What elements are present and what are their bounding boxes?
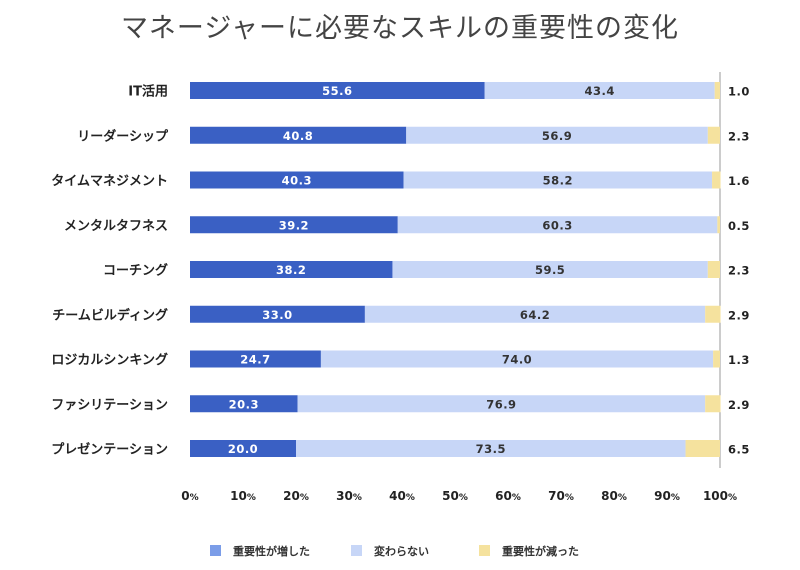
- legend-label: 重要性が増した: [233, 544, 310, 558]
- bar-segment: [190, 126, 407, 144]
- category-label: メンタルタフネス: [64, 219, 168, 234]
- bar-segment: [705, 305, 721, 323]
- legend-swatch: [351, 545, 362, 556]
- x-tick-label: 0%: [181, 489, 198, 503]
- data-label: 40.8: [283, 129, 313, 143]
- x-tick-label: 10%: [230, 489, 256, 503]
- legend-label: 重要性が減った: [502, 544, 579, 558]
- data-label: 1.0: [728, 85, 750, 99]
- data-label: 0.5: [728, 219, 750, 233]
- bar-segment: [364, 305, 706, 323]
- data-label: 59.5: [535, 263, 565, 277]
- x-tick-label: 50%: [442, 489, 468, 503]
- x-tick-label: 80%: [601, 489, 627, 503]
- bar-segment: [190, 350, 321, 368]
- category-label: ファシリテーション: [51, 398, 168, 413]
- x-tick-label: 40%: [389, 489, 415, 503]
- data-label: 2.9: [728, 398, 750, 412]
- data-label: 38.2: [276, 263, 306, 277]
- bar-segment: [403, 171, 713, 189]
- data-label: 1.6: [728, 174, 750, 188]
- data-label: 20.3: [229, 397, 259, 411]
- bar-segment: [392, 261, 708, 278]
- bar-segment: [397, 216, 718, 234]
- category-label: IT活用: [128, 84, 168, 100]
- data-label: 73.5: [476, 442, 506, 456]
- data-label: 64.2: [520, 308, 550, 322]
- data-label: 43.4: [585, 84, 615, 98]
- category-label: コーチング: [103, 263, 168, 279]
- bar-segment: [297, 395, 706, 413]
- bar-segment: [190, 440, 296, 457]
- bar-segment: [320, 350, 714, 368]
- data-label: 24.7: [240, 353, 270, 367]
- category-label: リーダーシップ: [77, 128, 169, 144]
- x-tick-label: 20%: [283, 489, 309, 503]
- x-tick-label: 90%: [654, 489, 680, 503]
- data-label: 1.3: [728, 353, 750, 367]
- bar-segment: [190, 171, 404, 189]
- bar-segment: [190, 261, 393, 278]
- category-label: チームビルディング: [52, 307, 168, 323]
- data-label: 76.9: [486, 397, 516, 411]
- data-label: 6.5: [728, 443, 750, 457]
- bar-segment: [707, 261, 720, 278]
- data-label: 56.9: [542, 129, 572, 143]
- data-label: 74.0: [502, 353, 532, 367]
- bar-segment: [190, 395, 298, 413]
- legend-label: 変わらない: [374, 544, 429, 558]
- x-tick-label: 100%: [703, 489, 737, 503]
- data-label: 58.2: [543, 174, 573, 188]
- data-label: 20.0: [228, 442, 258, 456]
- data-label: 40.3: [282, 174, 312, 188]
- bar-segment: [712, 171, 721, 189]
- bar-segment: [705, 395, 721, 413]
- x-tick-label: 30%: [336, 489, 362, 503]
- bar-segment: [717, 216, 720, 234]
- data-label: 33.0: [262, 308, 292, 322]
- bar-segment: [707, 126, 720, 144]
- legend-swatch: [479, 545, 490, 556]
- bar-segment: [190, 216, 398, 234]
- data-label: 2.3: [728, 264, 750, 278]
- data-label: 2.9: [728, 308, 750, 322]
- bar-segment: [713, 350, 720, 368]
- x-tick-label: 60%: [495, 489, 521, 503]
- legend-swatch: [210, 545, 221, 556]
- bar-segment: [484, 82, 715, 99]
- data-label: 60.3: [542, 218, 572, 232]
- data-label: 55.6: [322, 84, 352, 98]
- chart-title: マネージャーに必要なスキルの重要性の変化: [120, 13, 680, 44]
- bar-segment: [685, 440, 720, 457]
- bar-segment: [190, 82, 485, 99]
- data-label: 2.3: [728, 129, 750, 143]
- bar-segment: [406, 126, 708, 144]
- bar-segment: [190, 305, 365, 323]
- data-label: 39.2: [279, 218, 309, 232]
- x-tick-label: 70%: [548, 489, 574, 503]
- bar-segment: [714, 82, 720, 99]
- category-label: ロジカルシンキング: [51, 352, 168, 368]
- category-label: タイムマネジメント: [51, 174, 168, 189]
- category-label: プレゼンテーション: [51, 442, 168, 458]
- bar-segment: [296, 440, 686, 457]
